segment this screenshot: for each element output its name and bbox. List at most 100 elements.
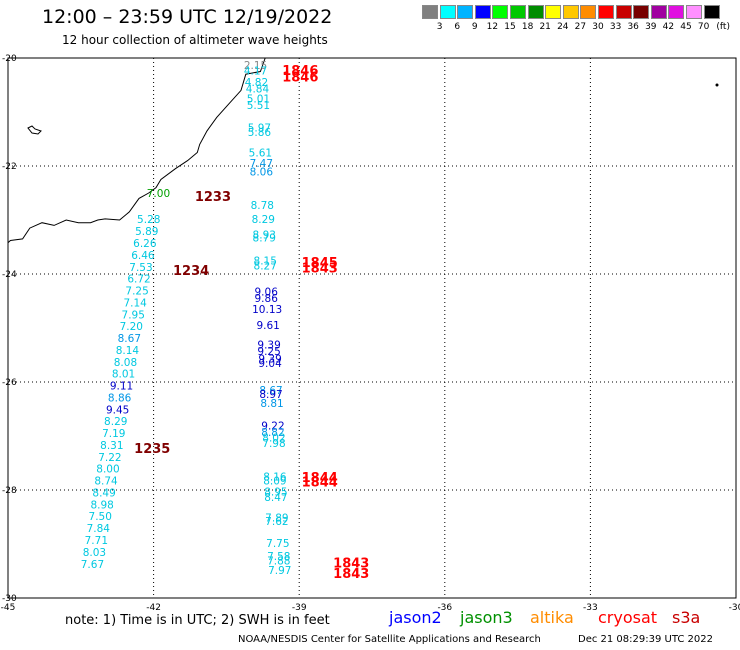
pass-time-label: 1233	[195, 190, 231, 205]
color-scale-label: 70	[697, 22, 710, 32]
swh-value-label: 8.09	[263, 476, 286, 488]
swh-value-label: 8.79	[253, 233, 276, 245]
footer-timestamp: Dec 21 08:29:39 UTC 2022	[578, 634, 713, 645]
footer-credit: NOAA/NESDIS Center for Satellite Applica…	[238, 634, 541, 645]
swh-value-label: 7.00	[147, 188, 170, 200]
swh-value-label: 9.45	[106, 404, 129, 416]
color-scale-swatch	[562, 5, 579, 19]
swh-value-label: 8.06	[250, 167, 274, 179]
color-scale-swatch	[474, 5, 491, 19]
lat-tick-label: -24	[2, 270, 17, 280]
pass-time-label: 1235	[134, 442, 170, 457]
swh-value-label: 8.47	[264, 492, 287, 504]
color-scale-label: 6	[454, 22, 461, 32]
swh-value-label: 7.50	[89, 511, 112, 523]
color-scale-swatch	[422, 5, 438, 19]
swh-value-label: 7.97	[268, 565, 291, 577]
swh-value-label: 4.17	[244, 66, 267, 78]
swh-value-label: 8.97	[259, 389, 282, 401]
color-scale-swatch	[686, 5, 702, 19]
swh-value-label: 7.67	[81, 559, 104, 571]
swh-value-label: 8.98	[90, 499, 113, 511]
swh-value-label: 8.16	[263, 471, 287, 483]
swh-value-label: 10.13	[252, 304, 282, 316]
swh-value-label: 7.14	[123, 297, 147, 309]
swh-value-label: 7.71	[85, 535, 108, 547]
swh-value-label: 7.62	[265, 516, 288, 528]
swh-value-label: 8.29	[252, 214, 275, 226]
swh-value-label: 5.97	[248, 122, 271, 134]
color-scale-label: 36	[627, 22, 639, 32]
swh-value-label: 5.01	[247, 93, 270, 105]
swh-value-label: 4.82	[245, 77, 268, 89]
color-scale-swatch	[598, 5, 614, 19]
color-scale-swatch	[650, 5, 667, 19]
swh-value-label: 9.06	[255, 287, 279, 299]
footer-note: note: 1) Time is in UTC; 2) SWH is in fe…	[65, 613, 330, 628]
swh-value-label: 8.15	[254, 255, 277, 267]
color-scale-label: 24	[557, 22, 569, 32]
swh-value-label: 5.51	[247, 100, 270, 112]
satellite-legend-jason2: jason2	[389, 608, 442, 627]
swh-value-label: 8.86	[108, 392, 132, 404]
color-scale-label: 3	[436, 22, 443, 32]
satellite-legend-altika: altika	[530, 608, 574, 627]
swh-value-label: 8.78	[251, 200, 274, 212]
color-scale-label: 30	[592, 22, 604, 32]
swh-value-label: 8.74	[94, 476, 118, 488]
color-scale-swatch	[633, 5, 650, 19]
pass-time-label: 1845	[302, 256, 338, 271]
swh-value-label: 8.00	[96, 464, 119, 476]
lat-tick-label: -28	[2, 486, 17, 496]
color-scale-swatch	[615, 5, 632, 19]
lat-tick-label: -26	[2, 378, 17, 388]
swh-value-label: 9.25	[257, 346, 280, 358]
color-scale-swatch	[668, 5, 685, 19]
pass-time-label: 1846	[282, 64, 318, 79]
swh-value-label: 8.27	[254, 261, 277, 273]
swh-value-label: 6.72	[127, 274, 150, 286]
swh-value-label: 7.20	[120, 321, 143, 333]
color-scale-swatch	[457, 5, 474, 19]
color-scale-swatch	[703, 5, 720, 19]
color-scale-swatch	[510, 5, 526, 19]
swh-value-label: 7.19	[102, 428, 125, 440]
swh-value-label: 7.58	[267, 551, 290, 563]
lon-tick-label: -36	[437, 603, 452, 613]
page-title: 12:00 – 23:59 UTC 12/19/2022	[42, 6, 333, 28]
swh-value-label: 5.86	[248, 127, 272, 139]
color-scale-label: 27	[574, 22, 587, 32]
color-scale-label: 42	[662, 22, 675, 32]
swh-value-label: 5.89	[135, 226, 158, 238]
swh-value-label: 5.61	[249, 147, 272, 159]
lat-tick-label: -30	[2, 594, 17, 604]
swh-value-label: 8.31	[100, 440, 123, 452]
coastline	[7, 57, 266, 244]
swh-value-label: 8.67	[118, 333, 141, 345]
lon-tick-label: -30	[729, 603, 740, 613]
pass-time-label: 1843	[333, 567, 369, 582]
swh-value-label: 8.08	[114, 357, 137, 369]
pass-time-label: 1843	[302, 262, 338, 277]
swh-value-label: 8.82	[261, 427, 284, 439]
swh-value-label: 7.98	[262, 438, 285, 450]
pass-time-label: 1844	[302, 475, 338, 490]
island-dot	[715, 83, 719, 87]
swh-value-label: 8.67	[259, 385, 282, 397]
swh-value-label: 7.89	[265, 512, 288, 524]
pass-time-label: 1234	[173, 264, 209, 279]
swh-value-label: 7.75	[266, 538, 289, 550]
lon-tick-label: -39	[292, 603, 307, 613]
swh-value-label: 8.93	[253, 229, 276, 241]
swh-value-label: 7.95	[122, 309, 145, 321]
swh-value-label: 5.28	[137, 214, 160, 226]
swh-value-label: 9.86	[255, 293, 279, 305]
swh-value-label: 9.04	[258, 358, 282, 370]
swh-value-label: 6.46	[131, 250, 155, 262]
swh-value-label: 6.26	[133, 238, 157, 250]
swh-value-label: 8.81	[260, 398, 283, 410]
color-scale-label: 12	[486, 22, 499, 32]
lon-tick-label: -42	[146, 603, 161, 613]
color-scale-label: 39	[645, 22, 657, 32]
